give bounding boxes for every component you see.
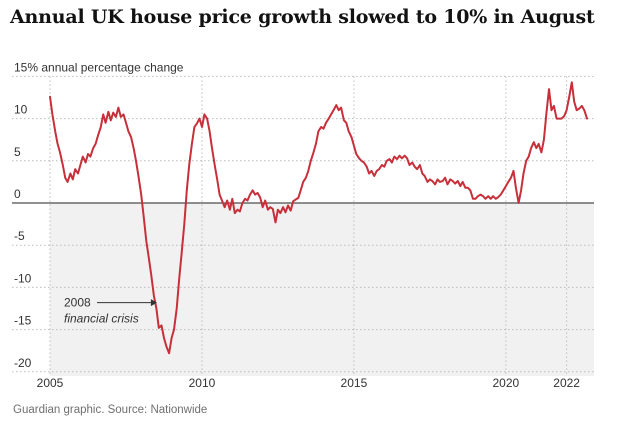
annotation-text-line2: financial crisis <box>64 312 139 326</box>
y-tick-label: -20 <box>14 356 32 370</box>
chart-title: Annual UK house price growth slowed to 1… <box>10 6 595 28</box>
y-tick-labels: 15% annual percentage change 10 5 0 -5 -10 -15… <box>14 60 184 369</box>
x-tick-label: 2010 <box>189 376 216 390</box>
series-line <box>49 81 588 355</box>
gridlines <box>12 75 594 376</box>
y-tick-label: 15% annual percentage change <box>14 60 184 74</box>
annotation-text-line1: 2008 <box>64 296 91 310</box>
x-tick-label: 2022 <box>553 376 580 390</box>
x-tick-label: 2005 <box>37 376 64 390</box>
x-tick-label: 2020 <box>493 376 520 390</box>
annotation-layer: 2008 financial crisis <box>64 296 157 326</box>
y-tick-label: 5 <box>14 145 21 159</box>
source-credit: Guardian graphic. Source: Nationwide <box>13 404 208 416</box>
y-tick-label: -10 <box>14 271 32 285</box>
y-tick-label: 10 <box>14 103 28 117</box>
annotation-arrowhead <box>150 299 157 307</box>
series-layer <box>49 81 588 355</box>
negative-region <box>50 202 594 376</box>
y-tick-label: -15 <box>14 314 32 328</box>
negative-band <box>50 202 594 376</box>
y-tick-label: 0 <box>14 187 21 201</box>
x-tick-label: 2015 <box>341 376 368 390</box>
x-tick-labels: 2005 2010 2015 2020 2022 <box>37 376 581 390</box>
y-tick-label: -5 <box>14 229 25 243</box>
